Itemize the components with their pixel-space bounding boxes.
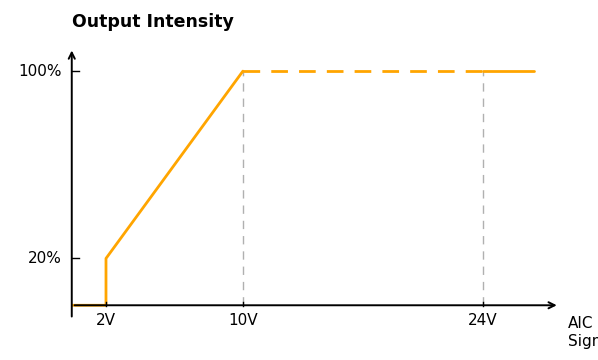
Text: 20%: 20%: [28, 251, 62, 266]
Text: 10V: 10V: [228, 314, 258, 328]
Text: 24V: 24V: [468, 314, 498, 328]
Text: Output Intensity: Output Intensity: [72, 13, 234, 31]
Text: 100%: 100%: [18, 64, 62, 78]
Text: AIC
Signal IN: AIC Signal IN: [568, 316, 598, 350]
Text: 2V: 2V: [96, 314, 116, 328]
